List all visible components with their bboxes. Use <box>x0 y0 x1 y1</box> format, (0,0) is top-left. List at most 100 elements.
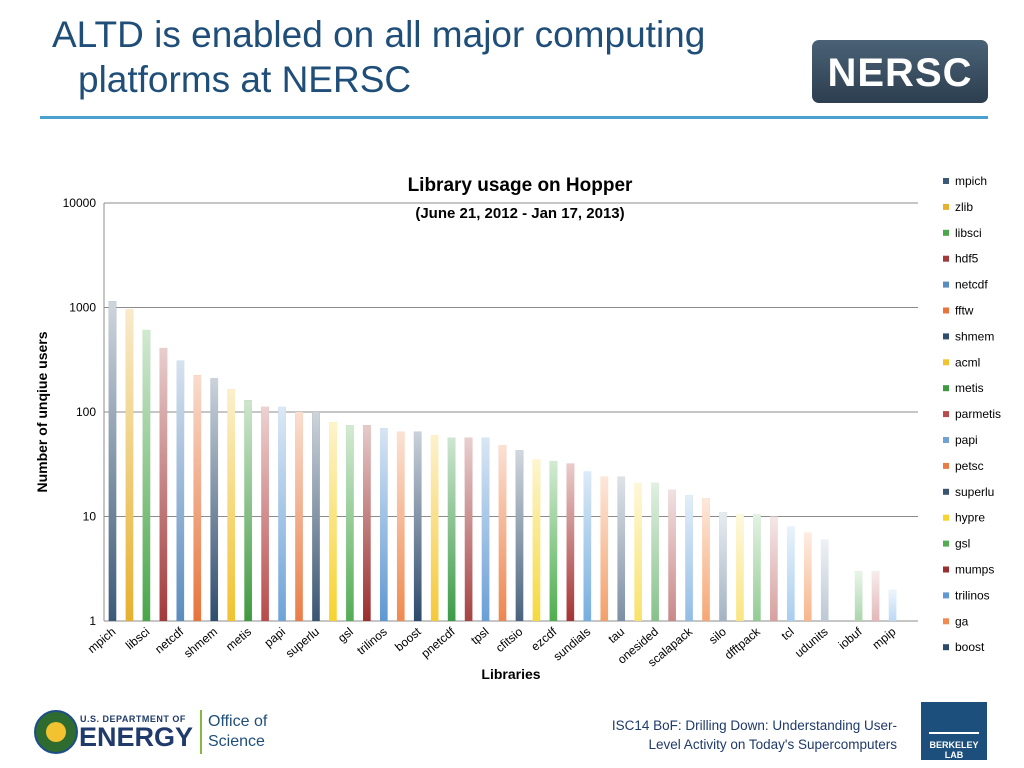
bar-highlight <box>498 445 507 621</box>
bar-highlight <box>566 463 575 621</box>
legend-label: metis <box>955 381 984 395</box>
legend-swatch <box>943 178 949 184</box>
y-tick-label: 1 <box>89 614 96 628</box>
chart-title: Library usage on Hopper <box>408 175 633 196</box>
legend-label: hdf5 <box>955 252 979 266</box>
legend-label: parmetis <box>955 407 1001 421</box>
x-tick-label: superlu <box>283 625 322 661</box>
bar-highlight <box>481 437 490 621</box>
x-tick-label: tpsl <box>468 625 491 648</box>
bar-highlight <box>651 482 659 621</box>
y-tick-label: 100 <box>76 405 96 419</box>
bar-highlight <box>396 431 405 621</box>
bar-highlight <box>515 450 524 621</box>
office-line-2: Science <box>208 733 265 750</box>
legend-swatch <box>943 462 949 469</box>
bar-highlight <box>210 378 219 621</box>
bar-highlight <box>820 539 829 621</box>
x-tick-label: metis <box>223 625 254 654</box>
berkeley-lab-arch-icon <box>929 710 979 734</box>
legend-label: mumps <box>955 563 994 577</box>
bar-highlight <box>312 412 320 621</box>
legend-label: boost <box>955 640 985 654</box>
x-tick-label: trilinos <box>354 625 390 658</box>
bar-highlight <box>244 400 252 621</box>
x-tick-label: silo <box>706 624 729 647</box>
legend-label: shmem <box>955 329 994 343</box>
doe-logo-line-2: ENERGY <box>79 722 194 752</box>
doe-office-of-science-logo: U.S. DEPARTMENT OF ENERGY Office of Scie… <box>30 706 280 758</box>
legend-label: trilinos <box>955 588 990 602</box>
y-tick-label: 10000 <box>63 196 97 210</box>
bar-highlight <box>278 406 286 621</box>
bar-highlight <box>600 476 609 621</box>
bar-highlight <box>702 498 710 621</box>
bar-highlight <box>803 532 812 621</box>
x-tick-label: udunits <box>792 625 831 661</box>
legend-label: gsl <box>955 537 970 551</box>
legend-swatch <box>943 333 949 340</box>
legend-swatch <box>943 307 949 314</box>
x-tick-label: papi <box>262 625 288 650</box>
bar-highlight <box>464 437 473 621</box>
legend-swatch <box>943 203 949 210</box>
bar-highlight <box>447 437 456 621</box>
bar-highlight <box>634 482 643 621</box>
doe-seal-icon <box>34 710 78 754</box>
x-tick-label: cfitsio <box>493 624 526 655</box>
legend-swatch <box>943 488 949 495</box>
bar-highlight <box>685 495 693 621</box>
footer-line-1: ISC14 BoF: Drilling Down: Understanding … <box>611 718 897 733</box>
slide-title-line-2: platforms at NERSC <box>78 59 412 100</box>
bar-highlight <box>583 471 592 621</box>
chart-subtitle: (June 21, 2012 - Jan 17, 2013) <box>415 205 624 222</box>
bar-highlight <box>159 347 168 621</box>
bar-highlight <box>786 526 795 621</box>
berkeley-lab-logo: BERKELEY LAB <box>921 702 987 760</box>
bar-highlight <box>871 571 880 621</box>
bar-highlight <box>549 460 558 621</box>
title-divider <box>40 116 988 119</box>
legend-swatch <box>943 281 949 288</box>
x-tick-label: iobuf <box>836 624 865 652</box>
x-tick-label: mpip <box>870 624 899 652</box>
doe-logo-line-1: U.S. DEPARTMENT OF <box>80 714 186 724</box>
legend-swatch <box>943 592 949 599</box>
footer-text: ISC14 BoF: Drilling Down: Understanding … <box>537 716 897 754</box>
legend-swatch <box>943 514 949 521</box>
office-of-science-text: Office of Science <box>208 712 267 752</box>
bar-highlight <box>719 512 727 621</box>
y-tick-label: 1000 <box>69 301 96 315</box>
nersc-logo-text: NERSC <box>827 51 973 95</box>
legend-swatch <box>943 644 949 651</box>
footer-line-2: Level Activity on Today's Supercomputers <box>648 737 897 752</box>
x-tick-label: libsci <box>123 625 152 653</box>
bar-highlight <box>430 435 439 621</box>
bar-highlight <box>329 422 337 621</box>
x-tick-label: tau <box>605 625 627 646</box>
bar-highlight <box>108 301 117 621</box>
legend-swatch <box>943 540 949 547</box>
bar-highlight <box>363 425 371 621</box>
x-tick-label: pnetcdf <box>418 624 458 660</box>
legend-label: ga <box>955 614 969 628</box>
bar-highlight <box>532 459 541 621</box>
slide-title: ALTD is enabled on all major computing p… <box>52 12 792 102</box>
bar-highlight <box>261 406 269 621</box>
berkeley-lab-text: BERKELEY LAB <box>929 740 979 760</box>
office-line-1: Office of <box>208 713 268 730</box>
legend-label: petsc <box>955 459 984 473</box>
x-tick-label: gsl <box>335 625 356 646</box>
legend-label: superlu <box>955 485 994 499</box>
bar-highlight <box>888 589 897 621</box>
bar-highlight <box>125 309 134 621</box>
bar-highlight <box>668 489 676 621</box>
nersc-logo: NERSC <box>812 40 988 103</box>
bar-highlight <box>379 428 388 621</box>
legend-label: libsci <box>955 226 982 240</box>
legend-label: hypre <box>955 511 985 525</box>
bar-highlight <box>176 360 185 621</box>
bar-highlight <box>854 571 863 621</box>
legend-swatch <box>943 255 949 262</box>
